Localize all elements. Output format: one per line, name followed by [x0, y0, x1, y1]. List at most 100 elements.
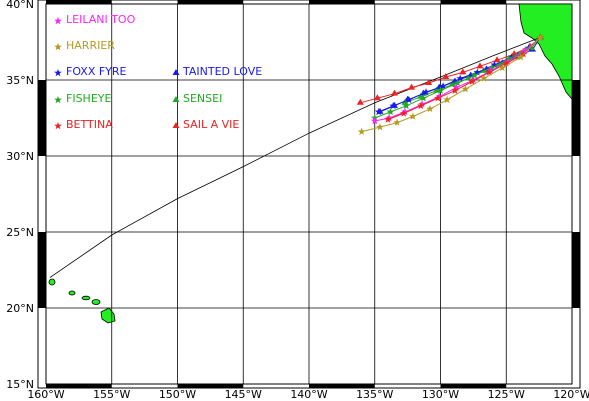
x-tick-label: 125°W	[488, 388, 525, 401]
track-point	[416, 101, 425, 110]
track-point	[405, 95, 413, 103]
track-point	[487, 63, 496, 72]
track-point	[419, 94, 428, 102]
y-tick-label: 25°N	[6, 226, 34, 239]
track-point	[503, 57, 512, 65]
frame-bar-bottom	[46, 384, 112, 388]
track-point	[451, 86, 459, 94]
track-point	[468, 77, 476, 85]
legend-marker-icon	[54, 69, 62, 77]
y-tick-label: 15°N	[6, 378, 34, 391]
x-tick-label: 145°W	[225, 388, 262, 401]
track-point	[434, 94, 442, 102]
track-point	[453, 79, 462, 87]
legend-entry: BETTINA	[54, 118, 113, 131]
track-point	[425, 79, 433, 86]
legend-marker-icon	[54, 122, 62, 130]
track-point	[516, 53, 525, 61]
axis-tick-labels: 160°W 155°W 150°W 145°W 140°W 135°W 130°W 125°W…	[6, 0, 589, 401]
track-point	[522, 45, 530, 53]
track-point	[459, 68, 467, 75]
track-point	[461, 85, 470, 93]
x-tick-label: 135°W	[356, 388, 393, 401]
y-tick-label: 35°N	[6, 74, 34, 87]
x-tick-label: 140°W	[290, 388, 327, 401]
track-point	[408, 83, 416, 90]
great-circle-route	[49, 37, 541, 278]
track-point	[374, 107, 383, 116]
track-point	[399, 109, 408, 117]
track-point	[490, 60, 499, 69]
legend-label: SENSEI	[183, 92, 222, 105]
legend-label: HARRIER	[66, 39, 115, 52]
track-point	[436, 86, 445, 94]
legend-entry: SENSEI	[172, 92, 222, 105]
track-point	[422, 88, 430, 96]
track-point	[473, 68, 482, 76]
frame-bar-top	[177, 0, 244, 4]
legend-entry: FISHEYE	[54, 92, 111, 105]
legend-label: FISHEYE	[66, 92, 111, 105]
legend-entry: TAINTED LOVE	[172, 65, 262, 78]
track-point	[389, 101, 397, 110]
track-point	[452, 83, 461, 91]
frame-bar-bottom	[440, 384, 507, 388]
graticule	[46, 4, 572, 384]
maui-island	[91, 299, 101, 305]
track-point	[519, 50, 528, 58]
legend-entry: LEILANI TOO	[54, 13, 136, 26]
track-point	[442, 72, 450, 79]
frame-bar-top	[440, 0, 507, 4]
legend-entry: HARRIER	[54, 39, 115, 52]
track-point	[401, 107, 409, 116]
y-tick-label: 30°N	[6, 150, 34, 163]
legend-label: TAINTED LOVE	[182, 65, 262, 78]
track-line	[387, 37, 541, 120]
legend-marker-icon	[172, 69, 180, 75]
legend-marker-icon	[54, 96, 62, 104]
track-point	[409, 112, 417, 120]
track-point	[356, 98, 364, 105]
legend: LEILANI TOO HARRIER FOXX FYRE TAINTED LOVE F…	[54, 13, 262, 131]
track-point	[390, 89, 398, 96]
track-line	[360, 37, 541, 104]
track-point	[426, 104, 434, 113]
track-point	[505, 54, 513, 62]
track-point	[393, 118, 401, 126]
legend-entry: SAIL A VIE	[172, 118, 239, 131]
track-point	[520, 47, 529, 55]
frame-bar-right	[572, 80, 580, 156]
frame-bar-left	[38, 80, 46, 156]
frame-bar-right	[572, 232, 580, 308]
track-point	[456, 74, 465, 82]
track-point	[493, 56, 501, 63]
track-harrier	[357, 33, 545, 135]
legend-marker-icon	[172, 122, 180, 128]
track-point	[485, 68, 493, 76]
y-tick-label: 40°N	[6, 0, 34, 11]
legend-marker-icon	[54, 17, 62, 25]
track-point	[384, 115, 392, 123]
x-tick-label: 155°W	[93, 388, 130, 401]
x-tick-label: 130°W	[422, 388, 459, 401]
frame-bar-top	[309, 0, 375, 4]
track-point	[469, 76, 478, 84]
legend-label: BETTINA	[66, 118, 113, 131]
frame-bar-bottom	[309, 384, 375, 388]
molokai-island	[81, 295, 91, 301]
track-point	[373, 94, 381, 101]
x-tick-label: 120°W	[553, 388, 589, 401]
legend-label: LEILANI TOO	[66, 13, 136, 26]
track-point	[386, 107, 395, 116]
track-point	[536, 33, 545, 41]
x-tick-label: 160°W	[27, 388, 64, 401]
legend-entry: FOXX FYRE	[54, 65, 127, 78]
legend-label: FOXX FYRE	[66, 65, 127, 78]
kauai-island	[48, 278, 56, 286]
legend-marker-icon	[54, 43, 62, 51]
track-point	[476, 62, 484, 69]
track-point	[486, 66, 495, 75]
track-point	[443, 95, 451, 103]
track-point	[357, 127, 366, 135]
